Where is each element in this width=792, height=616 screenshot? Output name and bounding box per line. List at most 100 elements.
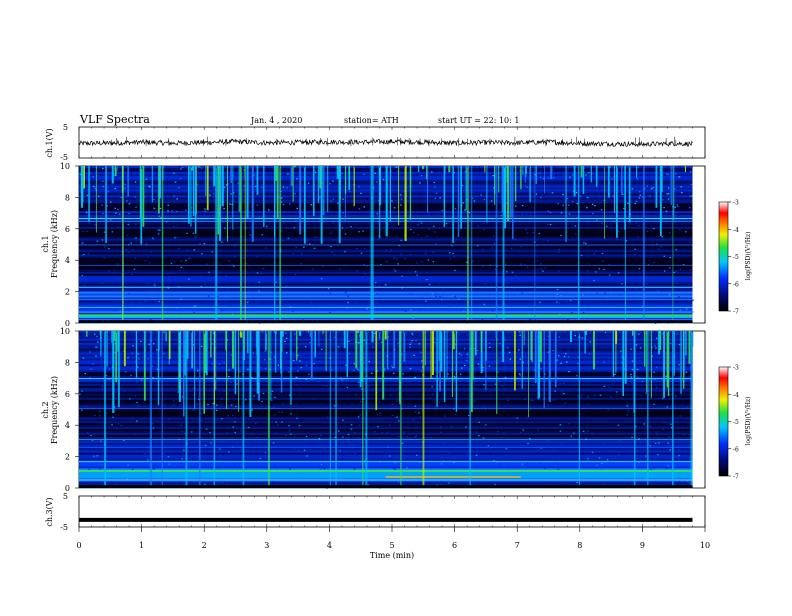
- spectrogram-speckle: [200, 276, 202, 277]
- ch3-waveform-panel: 5 -5 ch.3(V): [45, 492, 705, 532]
- spectrogram-speckle: [598, 482, 600, 483]
- spectrogram-sferic: [347, 331, 349, 377]
- spectrogram-speckle: [297, 371, 299, 372]
- ch1-spectrogram-ylabel-channel: ch.1: [41, 235, 50, 252]
- spectrogram-hiss-band: [386, 476, 521, 478]
- spectrogram-speckle: [540, 197, 542, 198]
- spectrogram-speckle: [245, 399, 247, 400]
- spectrogram-speckle: [477, 245, 479, 246]
- spectrogram-speckle: [330, 201, 332, 202]
- spectrogram-speckle: [314, 451, 316, 452]
- spectrogram-speckle: [236, 384, 238, 385]
- spectrogram-speckle: [235, 256, 237, 257]
- spectrogram-speckle: [256, 256, 258, 257]
- spectrogram-speckle: [358, 231, 360, 232]
- spectrogram-sferic: [362, 331, 363, 488]
- spectrogram-speckle: [523, 429, 525, 430]
- spectrogram-speckle: [97, 455, 99, 456]
- spectrogram-speckle: [294, 227, 296, 228]
- spectrogram-speckle: [258, 291, 260, 292]
- spectrogram-sferic: [344, 331, 346, 348]
- spectrogram-speckle: [597, 293, 599, 294]
- spectrogram-speckle: [180, 169, 182, 170]
- spectrogram-sferic: [544, 166, 545, 194]
- ch2-spectrogram-ylabel-channel: ch.2: [41, 401, 50, 418]
- spectrogram-speckle: [463, 311, 465, 312]
- spectrogram-speckle: [389, 460, 391, 461]
- spectrogram-speckle: [530, 213, 532, 214]
- spectrogram-speckle: [443, 451, 445, 452]
- spectrogram-speckle: [455, 297, 457, 298]
- spectrogram-speckle: [175, 304, 177, 305]
- spectrogram-speckle: [623, 208, 625, 209]
- spectrogram-speckle: [323, 385, 325, 386]
- spectrogram-speckle: [576, 482, 578, 483]
- spectrogram-speckle: [135, 258, 137, 259]
- spectrogram-speckle: [121, 197, 123, 198]
- spectrogram-speckle: [484, 199, 486, 200]
- spectrogram-speckle: [85, 406, 87, 407]
- spectrogram-speckle: [485, 409, 487, 410]
- spectrogram-speckle: [592, 452, 594, 453]
- spectrogram-speckle: [333, 222, 335, 223]
- spectrogram-sferic: [183, 331, 185, 417]
- spectrogram-speckle: [285, 333, 287, 334]
- spectrogram-sferic: [667, 331, 669, 388]
- spectrogram-speckle: [444, 416, 446, 417]
- spectrogram-sferic: [323, 166, 325, 215]
- ch1-colorbar-label: log(PSD)(V²/Hz): [745, 232, 752, 281]
- spectrogram-speckle: [656, 290, 658, 291]
- spectrogram-speckle: [178, 391, 180, 392]
- spectrogram-speckle: [296, 377, 298, 378]
- spectrogram-speckle: [480, 444, 482, 445]
- spectrogram-speckle: [239, 371, 241, 372]
- spectrogram-speckle: [627, 203, 629, 204]
- spectrogram-speckle: [92, 363, 94, 364]
- spectrogram-speckle: [391, 249, 393, 250]
- spectrogram-speckle: [371, 373, 373, 374]
- spectrogram-speckle: [178, 303, 180, 304]
- spectrogram-speckle: [129, 213, 131, 214]
- spectrogram-speckle: [575, 233, 577, 234]
- spectrogram-speckle: [607, 296, 609, 297]
- spectrogram-speckle: [530, 319, 532, 320]
- spectrogram-speckle: [115, 188, 117, 189]
- spectrogram-speckle: [306, 436, 308, 437]
- spectrogram-narrowband-line: [79, 378, 692, 379]
- spectrogram-speckle: [679, 344, 681, 345]
- spectrogram-speckle: [334, 337, 336, 338]
- spectrogram-speckle: [430, 398, 432, 399]
- spectrogram-speckle: [618, 425, 620, 426]
- spectrogram-speckle: [418, 225, 420, 226]
- spectrogram-speckle: [686, 372, 688, 373]
- spectrogram-speckle: [313, 363, 315, 364]
- ytick-label: 10: [60, 327, 70, 336]
- spectrogram-speckle: [180, 269, 182, 270]
- spectrogram-speckle: [201, 413, 203, 414]
- spectrogram-speckle: [82, 231, 84, 232]
- spectrogram-speckle: [664, 256, 666, 257]
- spectrogram-speckle: [681, 192, 683, 193]
- spectrogram-speckle: [288, 425, 290, 426]
- spectrogram-speckle: [562, 393, 564, 394]
- spectrogram-speckle: [154, 290, 156, 291]
- spectrogram-speckle: [268, 209, 270, 210]
- spectrogram-speckle: [294, 449, 296, 450]
- spectrogram-speckle: [650, 292, 652, 293]
- spectrogram-narrowband-line: [79, 245, 692, 246]
- spectrogram-speckle: [636, 201, 638, 202]
- spectrogram-speckle: [651, 277, 653, 278]
- spectrogram-speckle: [575, 450, 577, 451]
- spectrogram-sferic: [658, 331, 660, 355]
- spectrogram-speckle: [592, 309, 594, 310]
- spectrogram-sferic: [647, 331, 648, 488]
- spectrogram-speckle: [480, 194, 482, 195]
- spectrogram-speckle: [613, 196, 615, 197]
- spectrogram-sferic: [522, 331, 523, 389]
- spectrogram-sferic: [390, 166, 391, 222]
- spectrogram-speckle: [614, 381, 616, 382]
- spectrogram-speckle: [428, 418, 430, 419]
- spectrogram-speckle: [653, 304, 655, 305]
- spectrogram-speckle: [126, 249, 128, 250]
- spectrogram-speckle: [351, 424, 353, 425]
